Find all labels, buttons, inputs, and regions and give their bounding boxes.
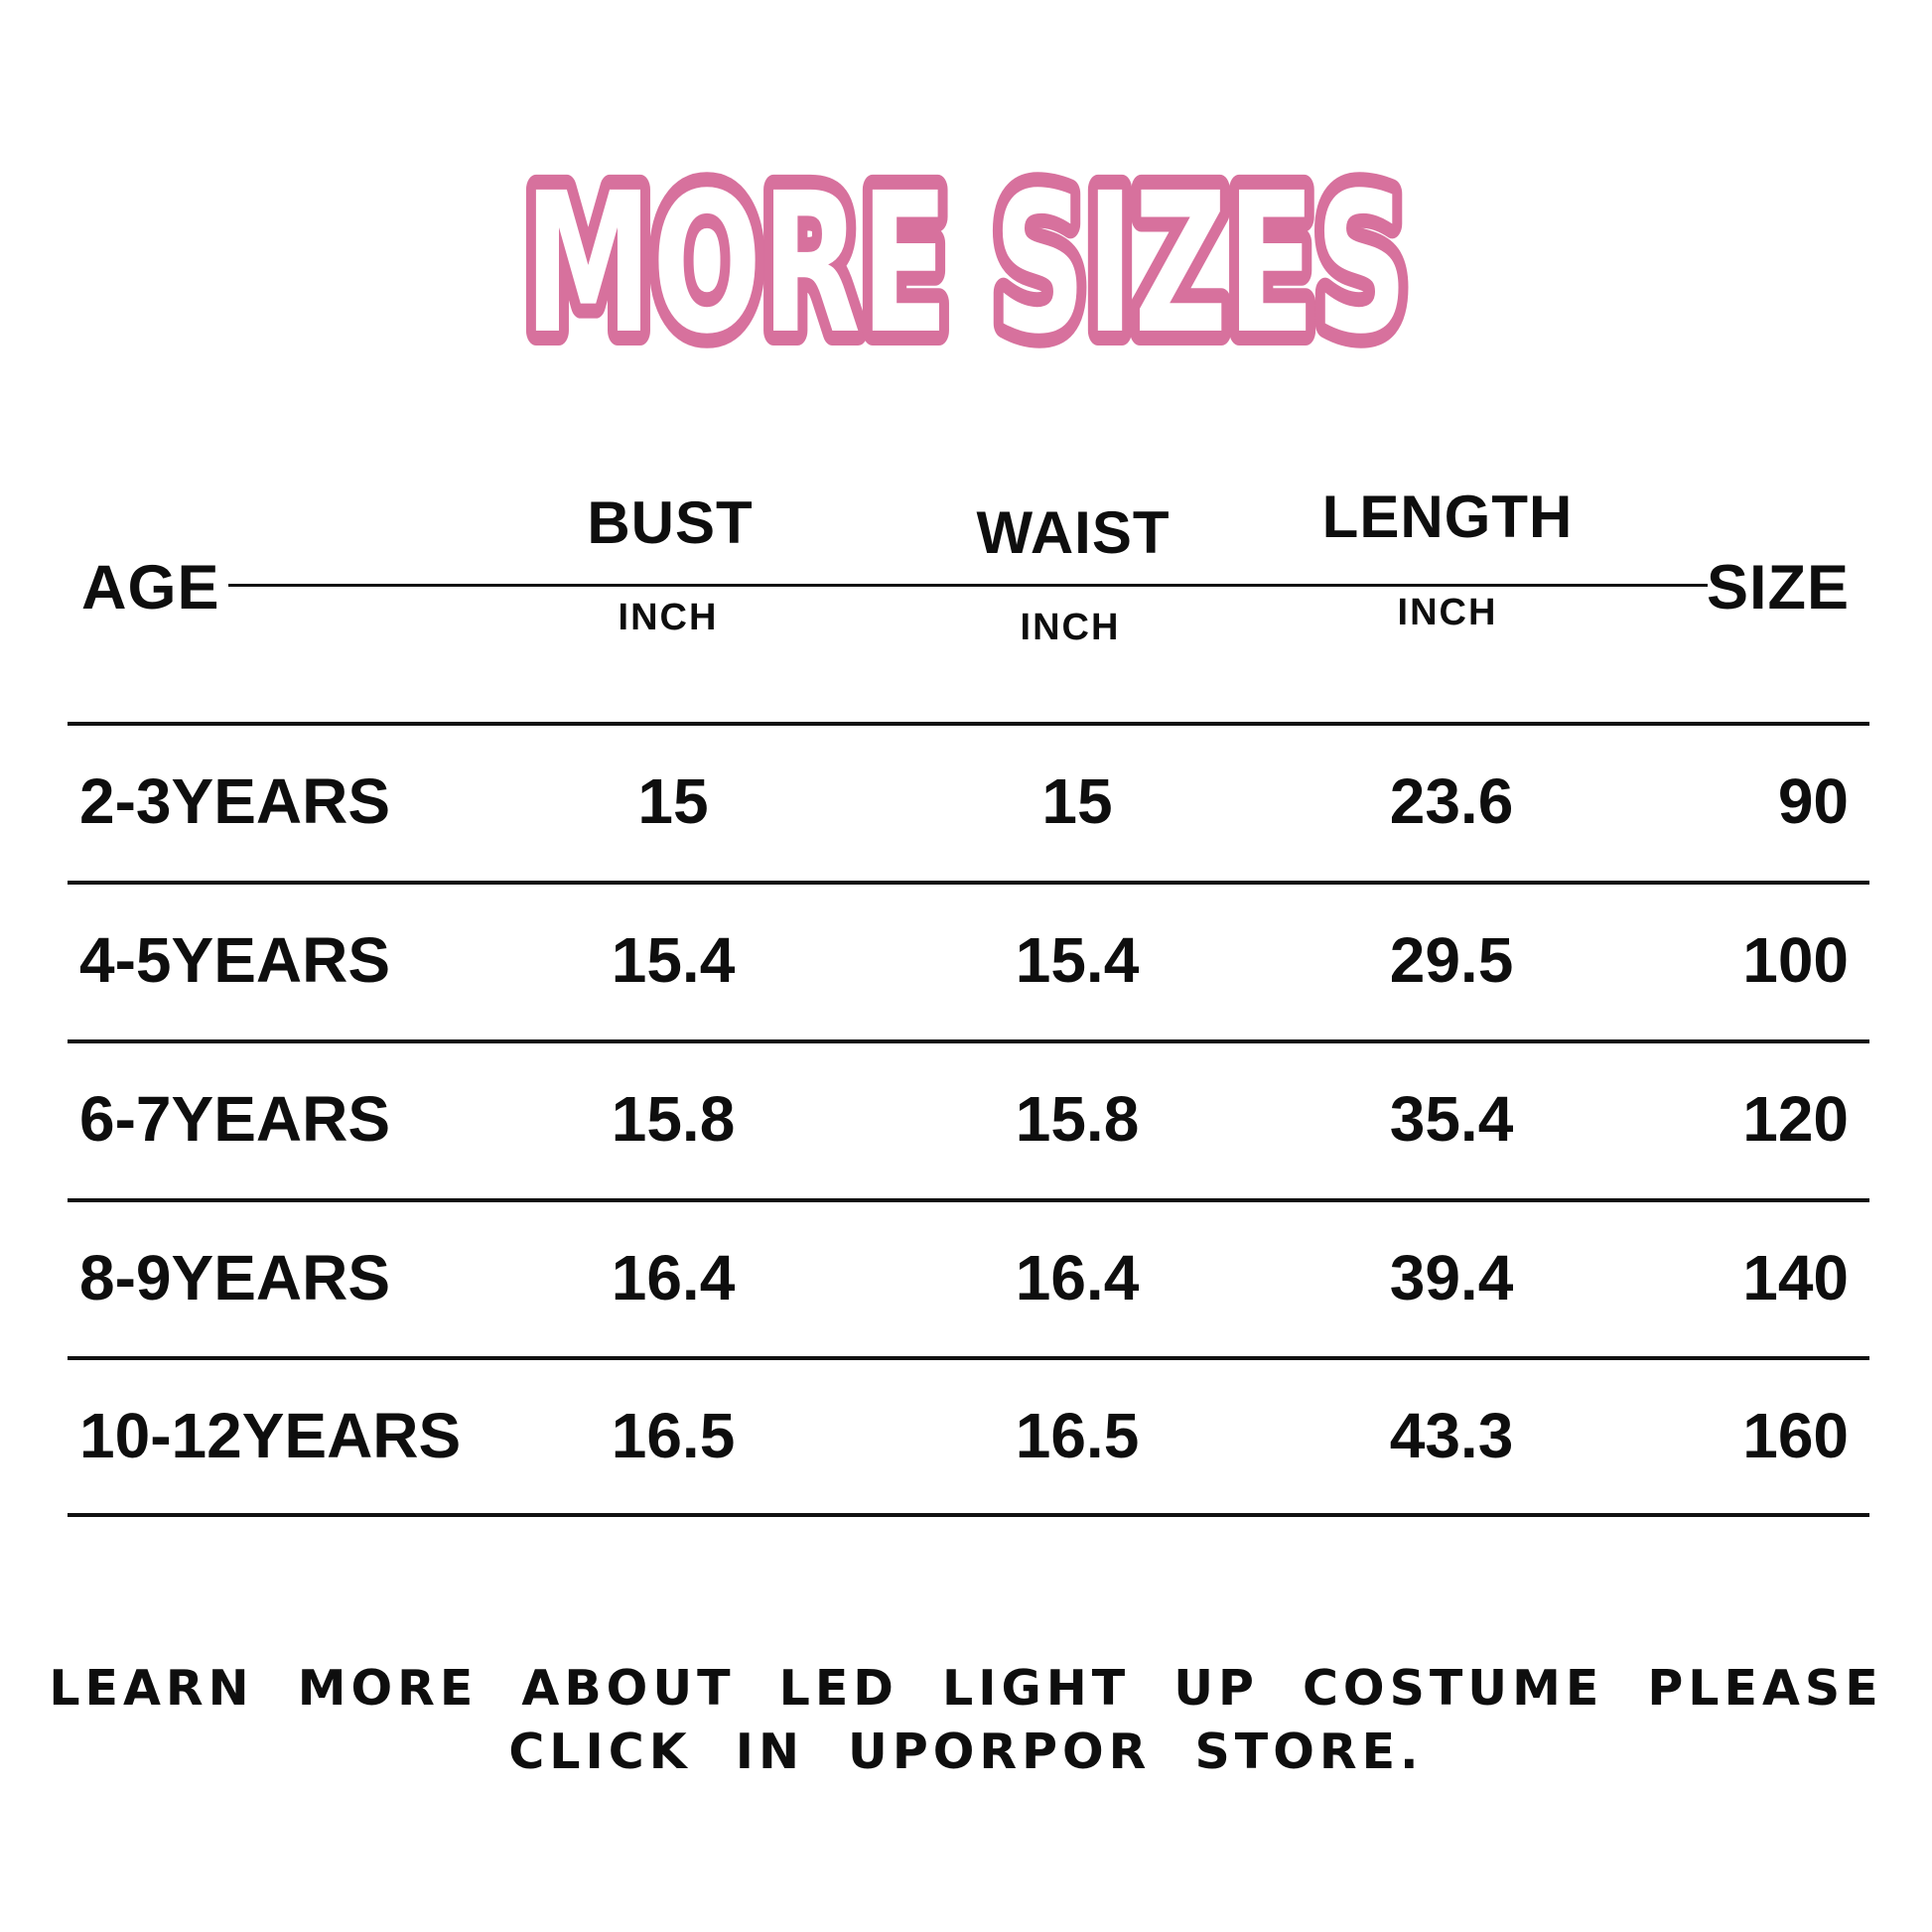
- cell-length: 43.3: [1389, 1400, 1514, 1471]
- table-row: 6-7YEARS 15.8 15.8 35.4 120: [0, 1039, 1932, 1198]
- cell-waist: 15.4: [1015, 924, 1140, 996]
- cell-waist: 15.8: [1015, 1083, 1140, 1155]
- col-header-size: SIZE: [1706, 553, 1850, 622]
- title-bubble-text-graphic: MORE SIZES: [509, 136, 1423, 375]
- cell-length: 39.4: [1389, 1242, 1514, 1313]
- col-header-length: LENGTH: [1321, 483, 1574, 550]
- table-line-6: [68, 1513, 1869, 1517]
- unit-label-waist-inch: INCH: [1020, 607, 1121, 648]
- table-row: 8-9YEARS 16.4 16.4 39.4 140: [0, 1198, 1932, 1357]
- header-divider-line: [228, 584, 1708, 587]
- page-title: MORE SIZES: [420, 127, 1512, 375]
- cell-age: 2-3YEARS: [79, 765, 390, 837]
- cell-length: 23.6: [1389, 765, 1514, 837]
- unit-label-bust-inch: INCH: [618, 597, 719, 638]
- cell-size: 140: [1742, 1242, 1849, 1313]
- cell-age: 10-12YEARS: [79, 1400, 462, 1471]
- table-line-3: [68, 1039, 1869, 1043]
- cell-bust: 16.4: [611, 1242, 736, 1313]
- cell-waist: 16.5: [1015, 1400, 1140, 1471]
- table-line-2: [68, 881, 1869, 885]
- cell-size: 90: [1777, 765, 1849, 837]
- cell-waist: 15: [1041, 765, 1113, 837]
- unit-label-length-inch: INCH: [1397, 592, 1498, 633]
- cell-bust: 15.4: [611, 924, 736, 996]
- table-row: 4-5YEARS 15.4 15.4 29.5 100: [0, 881, 1932, 1039]
- cell-size: 160: [1742, 1400, 1849, 1471]
- col-header-age: AGE: [81, 553, 220, 622]
- cell-bust: 16.5: [611, 1400, 736, 1471]
- cell-age: 4-5YEARS: [79, 924, 390, 996]
- cell-waist: 16.4: [1015, 1242, 1140, 1313]
- cell-bust: 15.8: [611, 1083, 736, 1155]
- footer-note-line-2: CLICK IN UPORPOR STORE.: [508, 1724, 1424, 1780]
- footer-note-line-1: LEARN MORE ABOUT LED LIGHT UP COSTUME PL…: [49, 1660, 1883, 1717]
- cell-size: 100: [1742, 924, 1849, 996]
- table-row: 10-12YEARS 16.5 16.5 43.3 160: [0, 1356, 1932, 1515]
- table-line-1: [68, 722, 1869, 726]
- table-row: 2-3YEARS 15 15 23.6 90: [0, 722, 1932, 881]
- cell-age: 6-7YEARS: [79, 1083, 390, 1155]
- cell-size: 120: [1742, 1083, 1849, 1155]
- cell-length: 35.4: [1389, 1083, 1514, 1155]
- title-text: MORE SIZES: [524, 151, 1408, 375]
- col-header-bust: BUST: [587, 489, 754, 556]
- table-line-5: [68, 1356, 1869, 1360]
- cell-age: 8-9YEARS: [79, 1242, 390, 1313]
- cell-length: 29.5: [1389, 924, 1514, 996]
- cell-bust: 15: [637, 765, 709, 837]
- col-header-waist: WAIST: [976, 499, 1171, 566]
- table-line-4: [68, 1198, 1869, 1202]
